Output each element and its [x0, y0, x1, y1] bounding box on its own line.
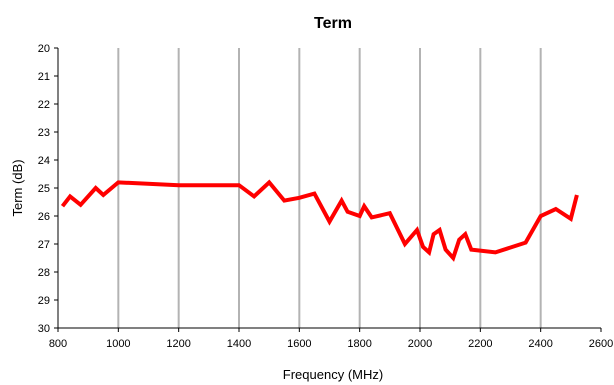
x-tick-label: 1400 — [227, 338, 251, 350]
series-layer — [60, 179, 579, 262]
series-line — [60, 179, 579, 262]
y-axis-label: Term (dB) — [10, 159, 25, 216]
x-tick-label: 1200 — [166, 338, 190, 350]
y-tick-label: 21 — [38, 71, 50, 83]
y-tick-label: 24 — [38, 155, 50, 167]
y-tick-label: 25 — [38, 183, 50, 195]
y-tick-label: 22 — [38, 99, 50, 111]
y-tick-label: 23 — [38, 127, 50, 139]
grid-lines — [117, 48, 542, 328]
x-tick-label: 2400 — [528, 338, 552, 350]
y-tick-label: 30 — [38, 323, 50, 335]
x-tick-label: 1600 — [287, 338, 311, 350]
x-tick-label: 800 — [49, 338, 67, 350]
x-tick-label: 2200 — [468, 338, 492, 350]
x-tick-label: 1800 — [347, 338, 371, 350]
y-tick-label: 26 — [38, 211, 50, 223]
y-tick-label: 20 — [38, 43, 50, 55]
y-tick-label: 29 — [38, 295, 50, 307]
y-tick-label: 27 — [38, 239, 50, 251]
chart-title: Term — [314, 15, 352, 32]
axes — [54, 47, 602, 332]
x-tick-label: 2600 — [589, 338, 613, 350]
x-tick-label: 2000 — [408, 338, 432, 350]
x-tick-label: 1000 — [106, 338, 130, 350]
y-tick-label: 28 — [38, 267, 50, 279]
tick-labels: 800 1000 1200 1400 1600 1800 2000 2200 2400 2600 2… — [38, 43, 613, 350]
x-axis-label: Frequency (MHz) — [283, 367, 383, 382]
